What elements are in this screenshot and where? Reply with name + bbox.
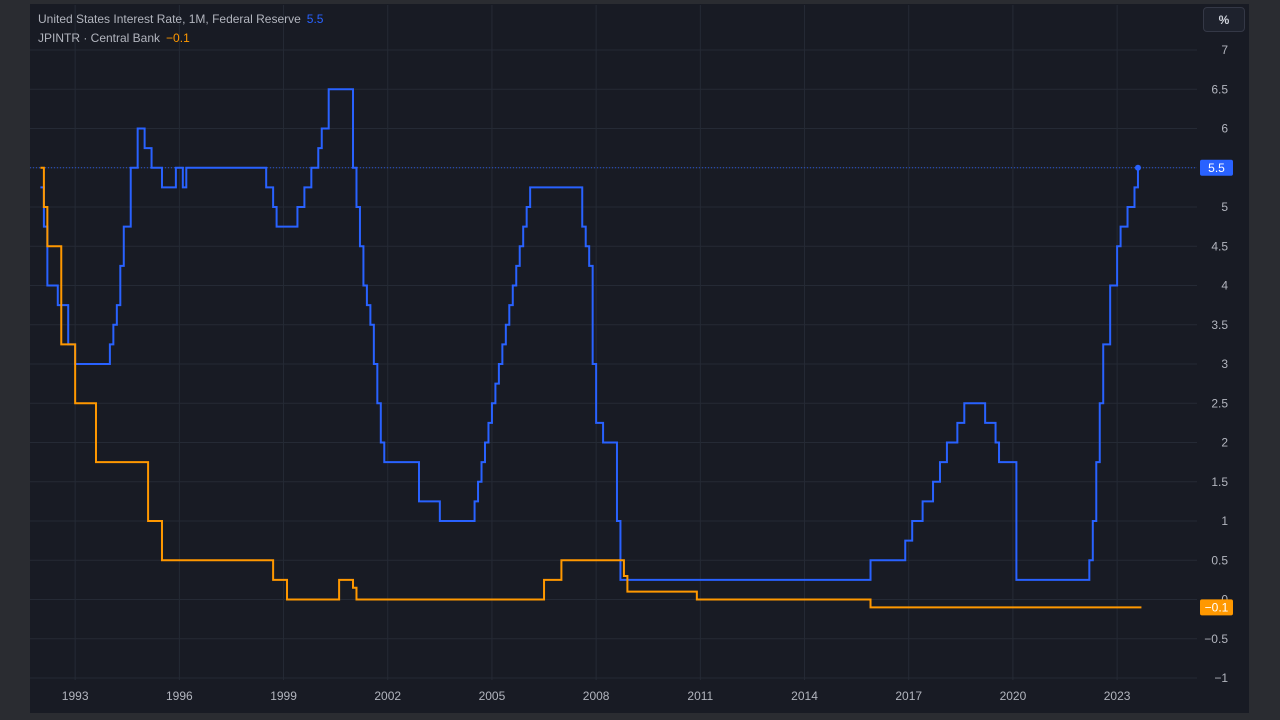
x-axis: 1993 1996 1999 2002 2005 2008 2011 2014 2017 2020… bbox=[62, 689, 1131, 703]
legend-series-value: 5.5 bbox=[306, 12, 324, 26]
x-tick-label: 2017 bbox=[895, 689, 922, 703]
last-value-badge bbox=[1200, 599, 1233, 616]
legend-item-jp-rate[interactable]: JPINTR · Central Bank −0.1 bbox=[38, 29, 323, 48]
x-tick-label: 1996 bbox=[166, 689, 193, 703]
y-tick-label: −1 bbox=[1214, 671, 1228, 685]
last-value-text: −0.1 bbox=[1205, 600, 1229, 614]
series-layer bbox=[30, 88, 1197, 609]
x-tick-label: 2008 bbox=[583, 689, 610, 703]
grid-lines bbox=[30, 5, 1197, 680]
x-tick-label: 2005 bbox=[479, 689, 506, 703]
chart-panel bbox=[30, 4, 1249, 713]
y-tick-label: 1.5 bbox=[1211, 475, 1228, 489]
y-tick-label: 2.5 bbox=[1211, 396, 1228, 410]
y-tick-label: 6 bbox=[1221, 122, 1228, 136]
series-line-jp-rate bbox=[40, 166, 1142, 609]
x-tick-label: 2020 bbox=[1000, 689, 1027, 703]
last-value-text: 5.5 bbox=[1208, 161, 1225, 175]
y-tick-label: 3.5 bbox=[1211, 318, 1228, 332]
last-value-labels: 5.5 −0.1 bbox=[1200, 159, 1233, 616]
y-tick-label: 1 bbox=[1221, 514, 1228, 528]
x-tick-label: 2011 bbox=[687, 689, 713, 703]
series-line-us-rate bbox=[40, 88, 1139, 581]
y-tick-label: 4.5 bbox=[1211, 239, 1228, 253]
unit-selector-button[interactable]: % bbox=[1203, 7, 1245, 32]
x-tick-label: 2002 bbox=[374, 689, 401, 703]
legend-series-name: JPINTR · Central Bank bbox=[38, 31, 161, 45]
y-tick-label: 3 bbox=[1221, 357, 1228, 371]
y-tick-label: 4 bbox=[1221, 279, 1228, 293]
legend-series-name: United States Interest Rate, 1M, Federal… bbox=[38, 12, 301, 26]
y-tick-label: −0.5 bbox=[1204, 632, 1228, 646]
last-value-badge bbox=[1200, 159, 1233, 176]
legend-item-us-rate[interactable]: United States Interest Rate, 1M, Federal… bbox=[38, 10, 323, 29]
y-tick-label: 0.5 bbox=[1211, 553, 1228, 567]
y-tick-label: 6.5 bbox=[1211, 82, 1228, 96]
x-tick-label: 2014 bbox=[791, 689, 818, 703]
y-tick-label: 7 bbox=[1221, 43, 1228, 57]
x-tick-label: 1999 bbox=[270, 689, 297, 703]
legend: United States Interest Rate, 1M, Federal… bbox=[38, 10, 323, 48]
y-tick-label: 5 bbox=[1221, 200, 1228, 214]
x-tick-label: 2023 bbox=[1104, 689, 1131, 703]
x-tick-label: 1993 bbox=[62, 689, 89, 703]
y-axis: 76.565.554.543.532.521.510.50−0.5−1 bbox=[1204, 43, 1228, 685]
y-tick-label: 2 bbox=[1221, 436, 1228, 450]
last-value-dot bbox=[1134, 164, 1141, 171]
legend-series-value: −0.1 bbox=[166, 31, 190, 45]
